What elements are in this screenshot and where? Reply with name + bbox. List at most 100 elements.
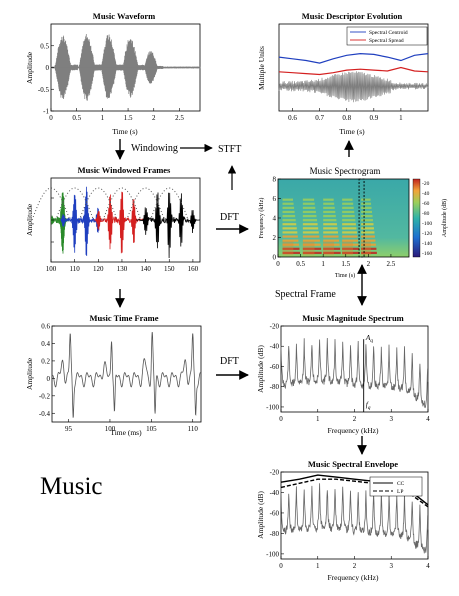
harmonic-band — [342, 239, 359, 242]
envelope-x-tick-label: 0 — [279, 562, 283, 570]
label-dft-bottom: DFT — [220, 356, 239, 367]
harmonic-band — [282, 210, 295, 214]
windowed-title: Music Windowed Frames — [78, 165, 171, 175]
colorbar-tick-label: -20 — [422, 181, 430, 187]
harmonic-band — [342, 235, 358, 238]
magnitude-x-tick-label: 0 — [279, 415, 283, 423]
harmonic-band — [302, 206, 316, 209]
timeframe-ylabel: Amplitude — [25, 357, 34, 390]
envelope-y-tick-label: -20 — [270, 469, 280, 477]
descriptor-x-tick-label: 0.7 — [315, 114, 324, 122]
harmonic-band — [282, 239, 299, 242]
harmonic-band — [323, 214, 336, 218]
harmonic-band — [323, 202, 335, 205]
harmonic-band — [323, 235, 339, 238]
envelope-x-tick-label: 1 — [316, 562, 320, 570]
waveform-trace — [50, 33, 201, 101]
waveform-x-tick-label: 2 — [152, 114, 156, 122]
annotation-frequency: fq — [366, 400, 371, 411]
energy-patch — [282, 241, 294, 256]
harmonic-band — [302, 251, 322, 255]
spectrogram-y-tick-label: 4 — [273, 215, 277, 223]
waveform-panel: Music Waveform 0 0.5 1 1.5 2 2.5 -1 -0.5 0 0.5 T… — [25, 11, 201, 136]
harmonic-band — [342, 219, 356, 222]
spectrogram-x-tick-label: 1 — [321, 260, 325, 268]
harmonic-band — [282, 231, 298, 234]
envelope-x-tick-label: 3 — [390, 562, 394, 570]
spectrogram-colorbar — [412, 178, 421, 258]
windowed-signal — [31, 186, 200, 259]
harmonic-band — [323, 251, 341, 255]
spectrogram-y-ticks: 0 2 4 6 8 — [273, 176, 281, 262]
waveform-ylabel: Amplitude — [25, 51, 34, 84]
envelope-x-tick-label: 4 — [426, 562, 430, 570]
spectrogram-frame-marker — [358, 178, 365, 258]
harmonic-band — [282, 235, 298, 238]
energy-patch — [323, 241, 335, 256]
harmonic-band — [302, 214, 317, 218]
timeframe-x-tick-label: 100 — [105, 425, 116, 433]
harmonic-band — [282, 243, 299, 246]
timeframe-y-tick-label: 0.6 — [41, 323, 50, 331]
harmonic-band — [361, 235, 375, 238]
harmonic-band — [361, 231, 375, 234]
envelope-title: Music Spectral Envelope — [308, 459, 398, 469]
timeframe-x-ticks: 95 100 105 110 — [65, 419, 198, 433]
timeframe-title: Music Time Frame — [89, 313, 158, 323]
timeframe-trace — [51, 331, 202, 418]
magnitude-trace — [280, 337, 429, 409]
legend-centroid-label: Spectral Centroid — [369, 30, 408, 36]
windowed-x-tick-label: 110 — [70, 265, 81, 273]
harmonic-band — [282, 251, 301, 255]
waveform-x-tick-label: 1.5 — [124, 114, 133, 122]
magnitude-x-tick-label: 2 — [353, 415, 357, 423]
envelope-legend — [369, 476, 423, 497]
envelope-y-ticks: -20 -40 -60 -80 -100 — [266, 469, 284, 558]
harmonic-band — [323, 247, 341, 250]
harmonic-band — [361, 219, 373, 222]
envelope-y-tick-label: -80 — [270, 530, 280, 538]
colorbar-ticks: -20 -40 -60 -80 -100 -120 -140 -160 — [422, 181, 432, 257]
waveform-y-tick-label: -0.5 — [38, 86, 50, 94]
waveform-x-tick-label: 2.5 — [175, 114, 184, 122]
spectrogram-x-tick-label: 0 — [276, 260, 280, 268]
colorbar-tick-label: -160 — [422, 251, 432, 257]
waveform-x-tick-label: 1 — [101, 114, 105, 122]
windowed-frame-1 — [50, 192, 70, 254]
timeframe-signal — [51, 331, 202, 418]
colorbar-label: Amplitude (dB) — [441, 199, 448, 237]
timeframe-x-tick-label: 95 — [65, 425, 73, 433]
descriptor-lines — [278, 52, 429, 103]
windowed-frame-3 — [93, 191, 146, 254]
harmonic-band — [342, 243, 359, 246]
timeframe-y-ticks: -0.4 -0.2 0 0.2 0.4 0.6 — [39, 323, 55, 418]
harmonic-band — [342, 206, 354, 209]
harmonic-band — [361, 206, 372, 209]
spectrogram-y-tick-label: 8 — [273, 176, 277, 184]
harmonic-band — [282, 202, 294, 205]
legend-lp-label: LP — [397, 489, 403, 495]
timeframe-y-tick-label: -0.4 — [39, 410, 51, 418]
descriptor-series-centroid — [278, 52, 429, 64]
windowed-frame-4 — [136, 192, 200, 259]
harmonic-band — [302, 231, 319, 234]
harmonic-band — [342, 214, 355, 218]
magnitude-y-ticks: -20 -40 -60 -80 -100 — [266, 323, 284, 411]
timeframe-y-tick-label: 0.2 — [41, 357, 50, 365]
timeframe-y-tick-label: -0.2 — [39, 392, 51, 400]
descriptor-xlabel: Time (s) — [339, 127, 365, 136]
windowed-y-ticks — [51, 197, 54, 243]
envelope-x-ticks: 0 1 2 3 4 — [279, 556, 430, 570]
harmonic-band — [323, 239, 340, 242]
harmonic-band — [342, 210, 355, 214]
magnitude-y-tick-label: -40 — [270, 343, 280, 351]
timeframe-y-tick-label: 0.4 — [41, 340, 50, 348]
harmonic-band — [282, 214, 296, 218]
annotation-amplitude: Aq — [365, 333, 374, 344]
windowed-x-tick-label: 160 — [188, 265, 199, 273]
harmonic-band — [302, 227, 319, 230]
descriptor-x-tick-label: 1 — [399, 114, 403, 122]
